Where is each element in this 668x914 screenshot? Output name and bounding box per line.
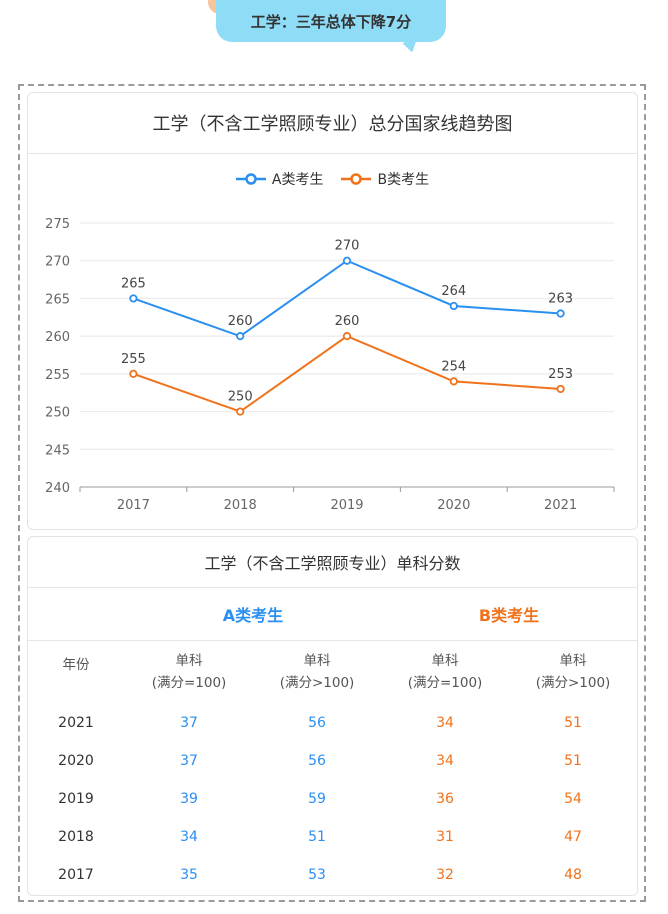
- row-score-cell-b1: 36: [436, 791, 454, 807]
- legend-line-a-icon: [235, 173, 266, 185]
- data-label: 260: [335, 314, 360, 329]
- data-label: 270: [335, 239, 360, 254]
- row-score-cell-b2: 48: [564, 867, 582, 883]
- data-point: [129, 369, 138, 378]
- row-score-cell-b1: 31: [436, 829, 454, 845]
- header-col-4-line2: (满分>100): [535, 675, 611, 691]
- row-year-cell: 2021: [58, 715, 94, 731]
- row-score-cell-a1: 35: [180, 867, 198, 883]
- data-label: 264: [441, 284, 466, 299]
- y-tick-label: 240: [45, 481, 70, 496]
- row-score-cell-a1: 37: [180, 715, 198, 731]
- data-label: 254: [441, 359, 466, 374]
- header-col-1-line1: 单科: [175, 653, 203, 669]
- row-year-cell: 2020: [58, 753, 94, 769]
- data-point: [342, 256, 352, 265]
- header-col-1-line2: (满分=100): [151, 675, 227, 691]
- header-col-2-line2: (满分>100): [279, 675, 355, 691]
- y-tick-label: 260: [45, 330, 70, 345]
- row-score-cell-a2: 59: [308, 791, 326, 807]
- y-tick-label: 245: [45, 443, 70, 458]
- data-point: [129, 294, 138, 303]
- chart-legend: A类考生 B类考生: [28, 169, 637, 189]
- x-tick-label: 2020: [437, 498, 470, 513]
- header-col-3-line2: (满分=100): [407, 675, 483, 691]
- data-label: 255: [121, 352, 146, 367]
- legend-label-a: A类考生: [271, 172, 324, 188]
- row-year-cell: 2019: [58, 791, 94, 807]
- data-point: [449, 301, 458, 311]
- data-point: [236, 332, 245, 341]
- row-score-cell-a1: 34: [180, 829, 198, 845]
- data-point: [342, 332, 352, 341]
- group-header-row: A类考生 B类考生: [28, 588, 637, 641]
- header-col-4-line1: 单科: [559, 653, 587, 669]
- data-label: 253: [548, 367, 573, 382]
- chart-card: 工学（不含工学照顾专业）总分国家线趋势图 A类考生 B类考生 240 245 250…: [27, 92, 638, 530]
- y-tick-label: 250: [45, 406, 70, 421]
- group-a-label: A类考生: [222, 606, 284, 625]
- legend-label-b: B类考生: [377, 172, 430, 188]
- data-point: [556, 309, 565, 318]
- line-chart-plot: 240 245 250 255 260 265 270 275 2017 2018 2019 2020…: [45, 217, 615, 513]
- row-score-cell-b2: 51: [564, 715, 582, 731]
- row-score-cell-b2: 54: [564, 791, 582, 807]
- row-score-cell-a2: 56: [308, 753, 326, 769]
- scores-table-card: 工学（不含工学照顾专业）单科分数 A类考生 B类考生 年份 单科 (满分=100) 单…: [27, 536, 638, 896]
- group-b-label: B类考生: [478, 606, 540, 625]
- row-score-cell-a2: 53: [308, 867, 326, 883]
- row-score-cell-b1: 34: [436, 715, 454, 731]
- row-score-cell-b1: 32: [436, 867, 454, 883]
- row-score-cell-a1: 39: [180, 791, 198, 807]
- data-label: 263: [548, 292, 573, 307]
- data-point: [236, 407, 245, 416]
- headline-banner: 工学：三年总体下降7分: [216, 0, 446, 42]
- x-tick-label: 2018: [224, 498, 257, 513]
- row-score-cell-b2: 51: [564, 753, 582, 769]
- dashed-frame: [18, 84, 646, 902]
- data-point: [449, 377, 458, 386]
- row-score-cell-a2: 56: [308, 715, 326, 731]
- y-tick-label: 255: [45, 368, 70, 383]
- header-col-2-line1: 单科: [303, 653, 331, 669]
- row-score-cell-a2: 51: [308, 829, 326, 845]
- legend-line-b-icon: [341, 173, 372, 185]
- y-tick-label: 265: [45, 292, 70, 307]
- legend-item-b[interactable]: B类考生: [341, 169, 429, 189]
- row-year-cell: 2018: [58, 829, 94, 845]
- row-score-cell-b1: 34: [436, 753, 454, 769]
- legend-item-a[interactable]: A类考生: [235, 169, 324, 189]
- chart-title: 工学（不含工学照顾专业）总分国家线趋势图: [28, 93, 637, 154]
- table-title: 工学（不含工学照顾专业）单科分数: [28, 537, 637, 588]
- x-tick-label: 2019: [330, 498, 363, 513]
- header-col-0-line1: 年份: [62, 657, 90, 673]
- data-label: 265: [121, 276, 146, 291]
- data-label: 250: [228, 390, 253, 405]
- headline-text: 工学：三年总体下降7分: [250, 12, 412, 31]
- row-score-cell-b2: 47: [564, 829, 582, 845]
- data-label: 260: [228, 314, 253, 329]
- x-tick-label: 2021: [544, 498, 577, 513]
- row-year-cell: 2017: [58, 867, 94, 883]
- header-col-3-line1: 单科: [431, 653, 459, 669]
- y-tick-label: 270: [45, 255, 70, 270]
- row-score-cell-a1: 37: [180, 753, 198, 769]
- data-point: [556, 384, 565, 394]
- x-tick-label: 2017: [117, 498, 150, 513]
- y-tick-label: 275: [45, 217, 70, 232]
